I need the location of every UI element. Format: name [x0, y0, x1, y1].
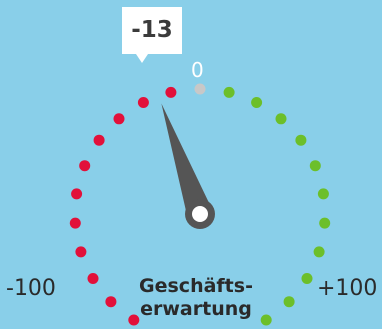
positive-dot — [319, 217, 331, 229]
caption-line-1: Geschäfts- — [139, 275, 253, 297]
negative-dot — [69, 217, 81, 229]
positive-dot — [223, 86, 235, 98]
positive-dot — [295, 134, 307, 146]
gauge-dots — [69, 83, 331, 326]
negative-dot — [137, 97, 149, 108]
positive-dot — [309, 160, 321, 172]
negative-dot — [87, 273, 99, 284]
positive-dot — [313, 246, 325, 258]
negative-dot — [79, 160, 91, 172]
gauge-needle — [161, 103, 215, 229]
max-label: +100 — [317, 276, 378, 301]
negative-dot — [128, 314, 140, 326]
negative-dot — [71, 188, 83, 200]
positive-dot — [260, 314, 272, 326]
zero-label: 0 — [191, 58, 204, 82]
neutral-dot — [194, 83, 206, 95]
gauge-caption: Geschäfts- erwartung — [121, 275, 271, 321]
needle-pointer — [161, 103, 213, 219]
caption-line-2: erwartung — [140, 298, 252, 320]
needle-hub-center — [192, 206, 208, 222]
negative-dot — [93, 134, 105, 146]
min-label: -100 — [6, 276, 56, 301]
negative-dot — [105, 296, 117, 308]
positive-dot — [275, 113, 287, 125]
negative-dot — [165, 86, 177, 98]
positive-dot — [317, 188, 329, 200]
positive-dot — [283, 296, 295, 308]
negative-dot — [75, 246, 87, 258]
positive-dot — [251, 97, 263, 108]
positive-dot — [301, 273, 313, 284]
negative-dot — [113, 113, 125, 125]
value-callout: -13 — [122, 7, 182, 63]
